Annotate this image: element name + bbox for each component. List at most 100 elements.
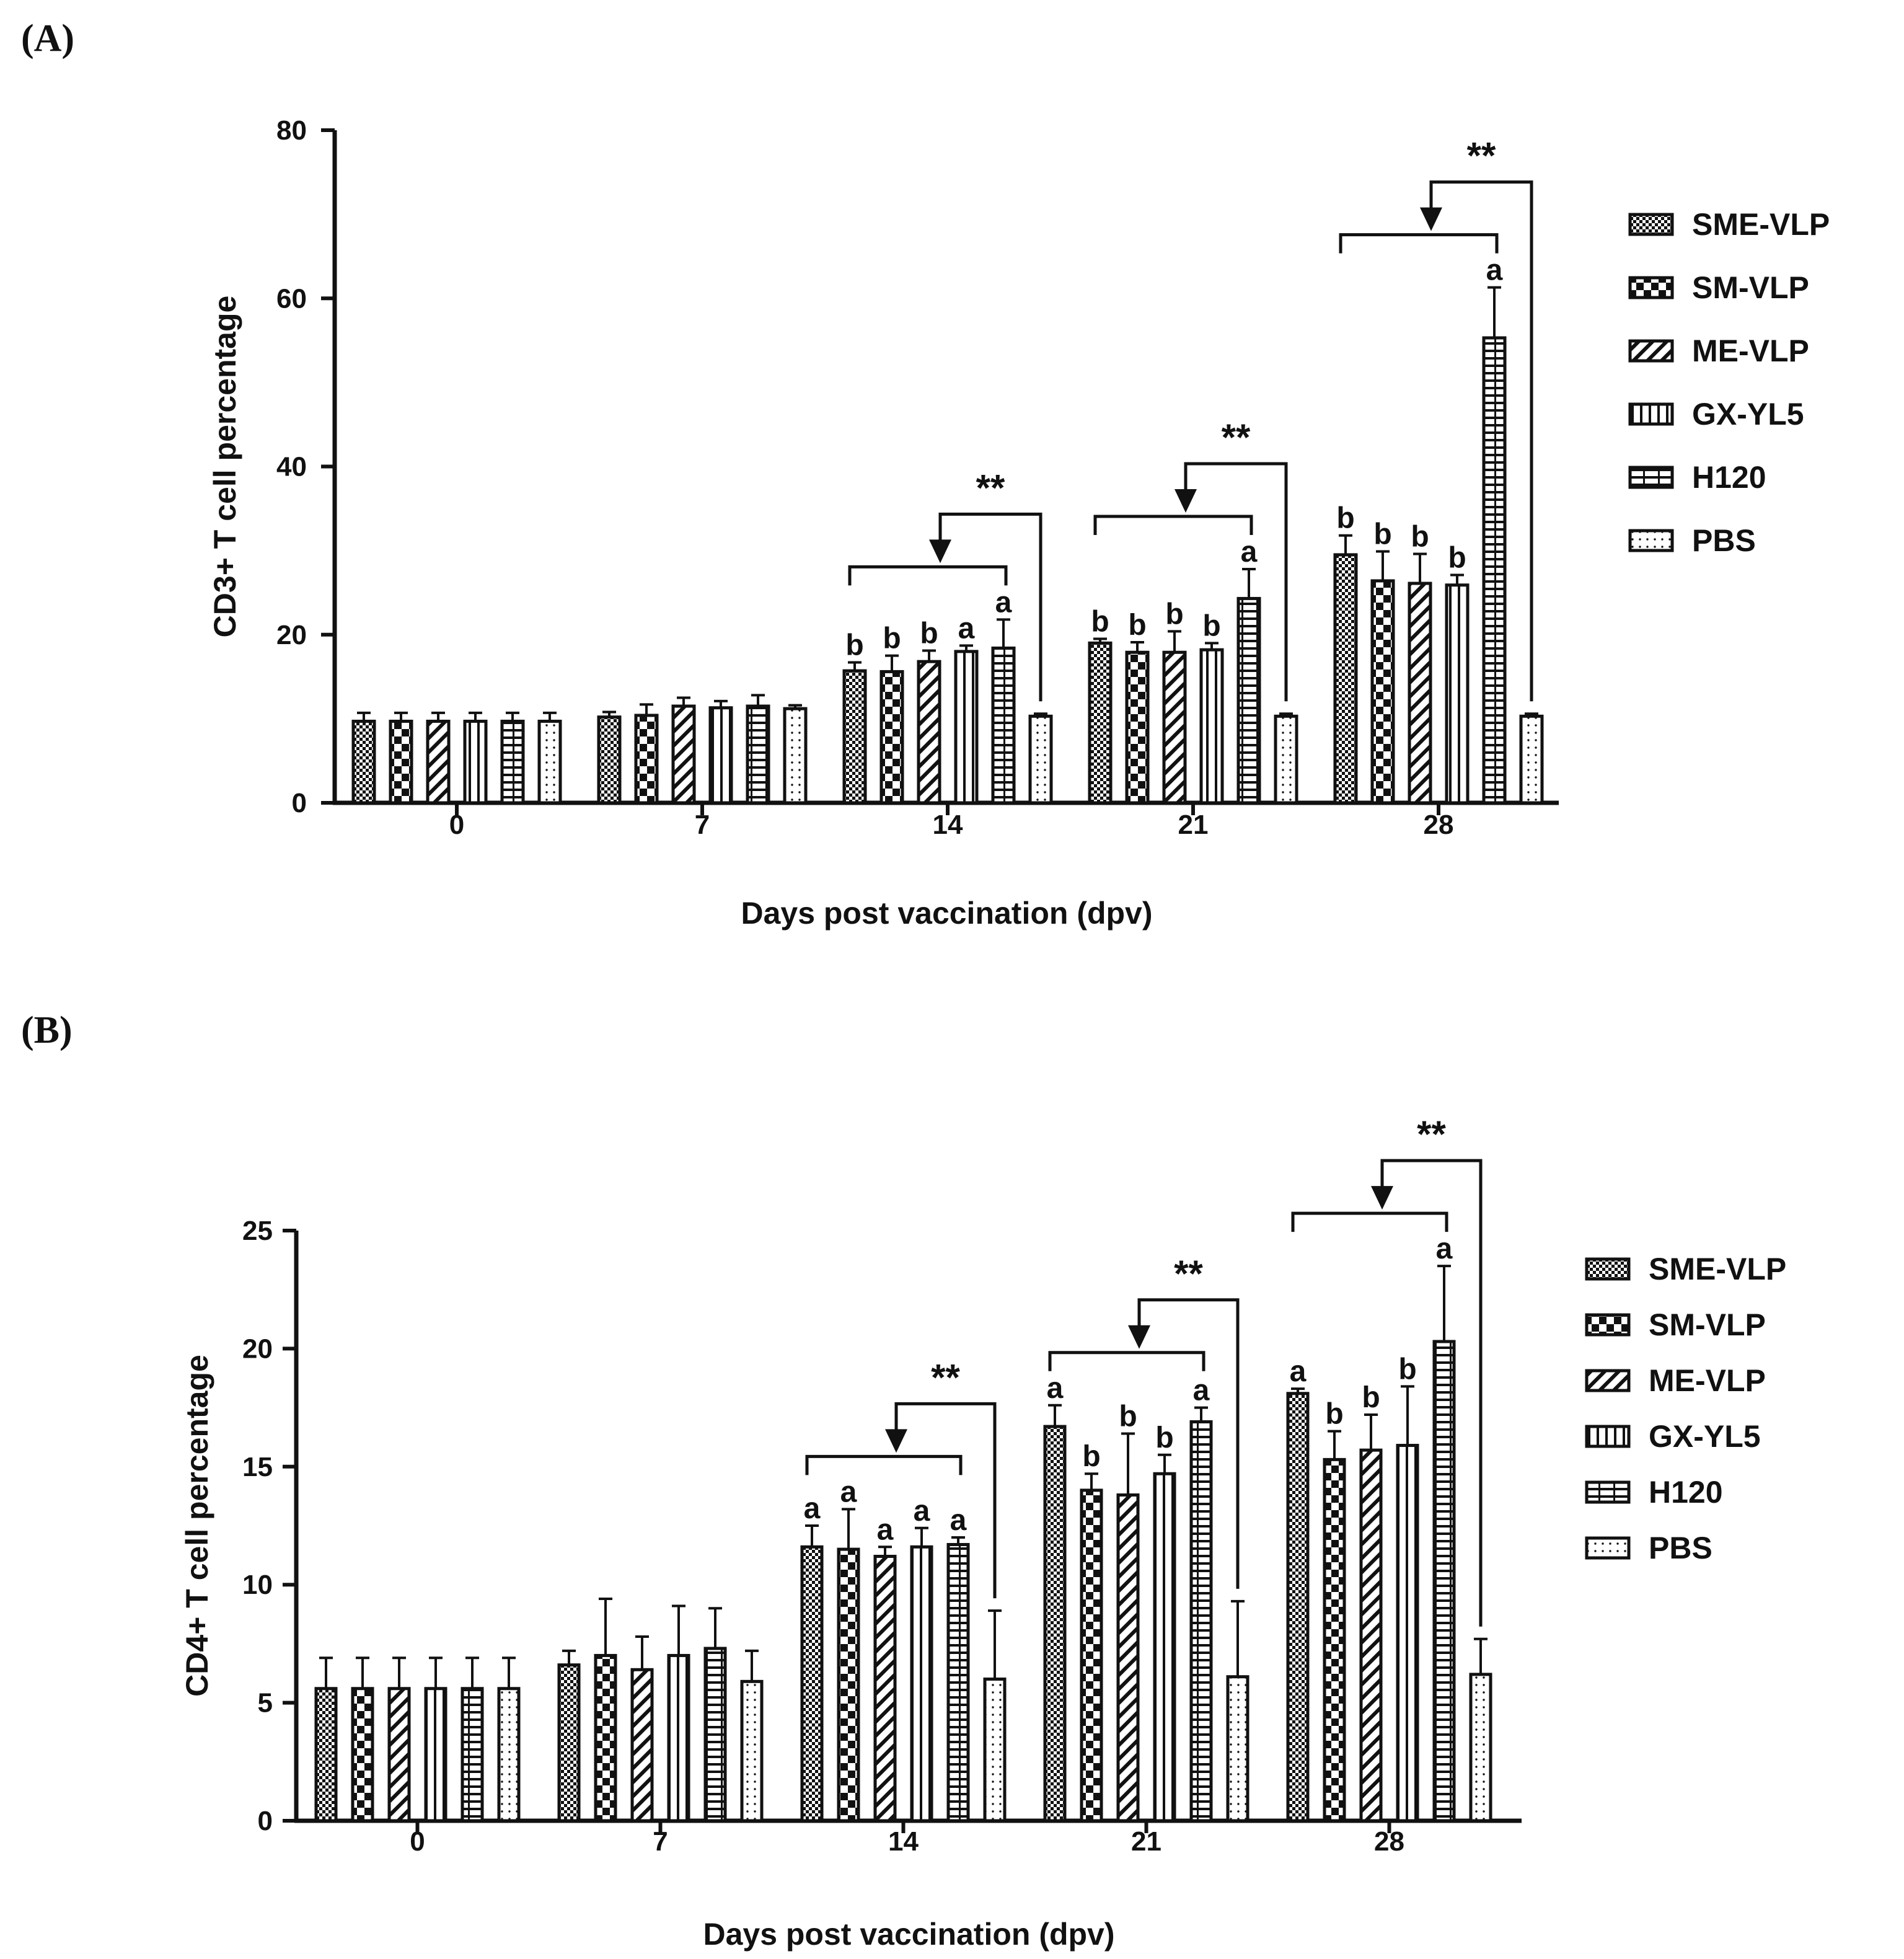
bar-sm-vlp-day-28 [1323,1457,1346,1823]
bar-gx-yl5-day-21 [1199,648,1224,805]
legend-label: SM-VLP [1692,270,1809,305]
bar-h120-day-14 [946,1542,970,1823]
arrow-head [1128,1325,1150,1349]
legend-swatch-me-vlp [1585,1369,1631,1392]
bar-gx-yl5-day-7 [667,1653,690,1823]
legend-swatch-h120 [1585,1480,1631,1504]
legend-label: PBS [1692,523,1756,558]
bar-gx-yl5-day-7 [708,706,733,805]
y-tick-label: 0 [292,788,307,818]
bar-pbs-day-21 [1226,1675,1250,1823]
comparison-line [894,1402,997,1599]
bar-me-vlp-day-7 [671,704,696,805]
bar-pbs-day-28 [1469,1673,1492,1823]
bar-pbs-day-0 [497,1687,521,1823]
bar-h120-day-28 [1432,1340,1456,1823]
x-tick-label: 28 [1424,810,1454,840]
bar-me-vlp-day-0 [426,719,451,805]
bar-sm-vlp-day-14 [837,1547,860,1823]
legend: SME-VLP SM-VLP ME-VLP GX-YL5 H120 PBS [1585,1252,1786,1565]
significance-stars: ** [1417,1113,1446,1155]
bar-pbs-day-0 [537,719,562,805]
panel-b: (B) 0 5 10 15 20 25 CD4+ T cell percentage Days … [21,1009,1786,1952]
bar-sme-vlp-day-7 [597,715,622,805]
significance-letter: a [1290,1355,1307,1388]
bar-gx-yl5-day-21 [1153,1472,1176,1823]
significance-bracket-day-21: ** [1093,417,1288,702]
significance-letter: a [1193,1374,1210,1407]
bar-me-vlp-day-14 [917,660,941,805]
bar-me-vlp-day-14 [873,1555,897,1823]
significance-letter: b [1119,1400,1137,1433]
significance-stars: ** [931,1356,960,1398]
arrow-head [929,539,951,564]
significance-bracket-day-28: ** [1339,135,1533,702]
significance-letter: a [950,1504,967,1537]
significance-letter: a [958,612,975,645]
bar-sme-vlp-day-7 [557,1663,581,1823]
legend-label: ME-VLP [1649,1363,1766,1398]
comparison-line [938,512,1042,702]
legend-swatch-sm-vlp [1585,1313,1631,1337]
bar-gx-yl5-day-14 [910,1545,933,1823]
bar-pbs-day-7 [783,707,808,805]
bar-me-vlp-day-21 [1116,1493,1140,1823]
comparison-line [1429,180,1533,702]
significance-bracket-day-28: ** [1291,1113,1483,1627]
x-tick-label: 7 [653,1826,668,1857]
legend-swatch-gx-yl5 [1628,402,1674,426]
legend-swatch-pbs [1628,529,1674,552]
bar-sme-vlp-day-0 [314,1687,338,1823]
y-tick-label: 20 [242,1333,273,1364]
significance-letter: a [1241,536,1258,568]
bar-sm-vlp-day-14 [879,670,904,805]
group-bracket [1339,233,1499,254]
bar-pbs-day-28 [1519,714,1544,805]
legend: SME-VLP SM-VLP ME-VLP GX-YL5 H120 PBS [1628,207,1830,558]
significance-letter: b [1128,609,1146,642]
significance-letter: b [1411,521,1429,554]
y-tick-label: 40 [276,452,307,482]
significance-letter: b [1373,518,1391,551]
significance-stars: ** [1174,1253,1203,1294]
y-axis-label: CD3+ T cell percentage [208,296,242,638]
panel-label: (A) [21,17,74,60]
legend-label: GX-YL5 [1692,397,1804,431]
bar-me-vlp-day-28 [1408,582,1432,805]
legend-swatch-sme-vlp [1585,1257,1631,1281]
significance-stars: ** [1467,135,1496,177]
x-tick-label: 0 [449,810,464,840]
legend-swatch-sm-vlp [1628,276,1674,299]
bar-sm-vlp-day-7 [594,1653,617,1823]
legend-swatch-sme-vlp [1628,213,1674,236]
significance-letter: a [914,1495,930,1528]
bar-sm-vlp-day-28 [1370,579,1395,805]
significance-letter: b [1082,1440,1100,1473]
bar-gx-yl5-day-14 [954,650,979,805]
x-tick-label: 7 [695,810,710,840]
bar-sme-vlp-day-14 [842,669,867,805]
significance-letter: b [845,629,863,662]
bar-sme-vlp-day-21 [1043,1425,1067,1823]
y-tick-label: 25 [242,1216,273,1246]
bar-h120-day-21 [1189,1420,1213,1823]
bar-sme-vlp-day-0 [351,719,376,805]
comparison-line [1380,1159,1483,1627]
x-tick-label: 14 [888,1826,919,1857]
bar-pbs-day-14 [1028,714,1053,805]
x-tick-label: 14 [933,810,963,840]
bar-gx-yl5-day-28 [1445,583,1470,805]
significance-letter: a [804,1492,821,1525]
panel-a: (A) 0 20 40 60 80 CD3+ T cell percentage Days p… [21,17,1830,931]
significance-stars: ** [1222,417,1251,458]
y-tick-label: 80 [276,115,307,146]
significance-letter: b [1448,541,1466,574]
legend-label: SM-VLP [1649,1307,1766,1342]
bar-gx-yl5-day-0 [424,1687,447,1823]
significance-bracket-day-14: ** [805,1356,997,1599]
y-tick-label: 20 [276,620,307,650]
y-axis-label: CD4+ T cell percentage [180,1355,214,1697]
significance-letter: b [920,617,938,650]
legend-swatch-me-vlp [1628,339,1674,363]
